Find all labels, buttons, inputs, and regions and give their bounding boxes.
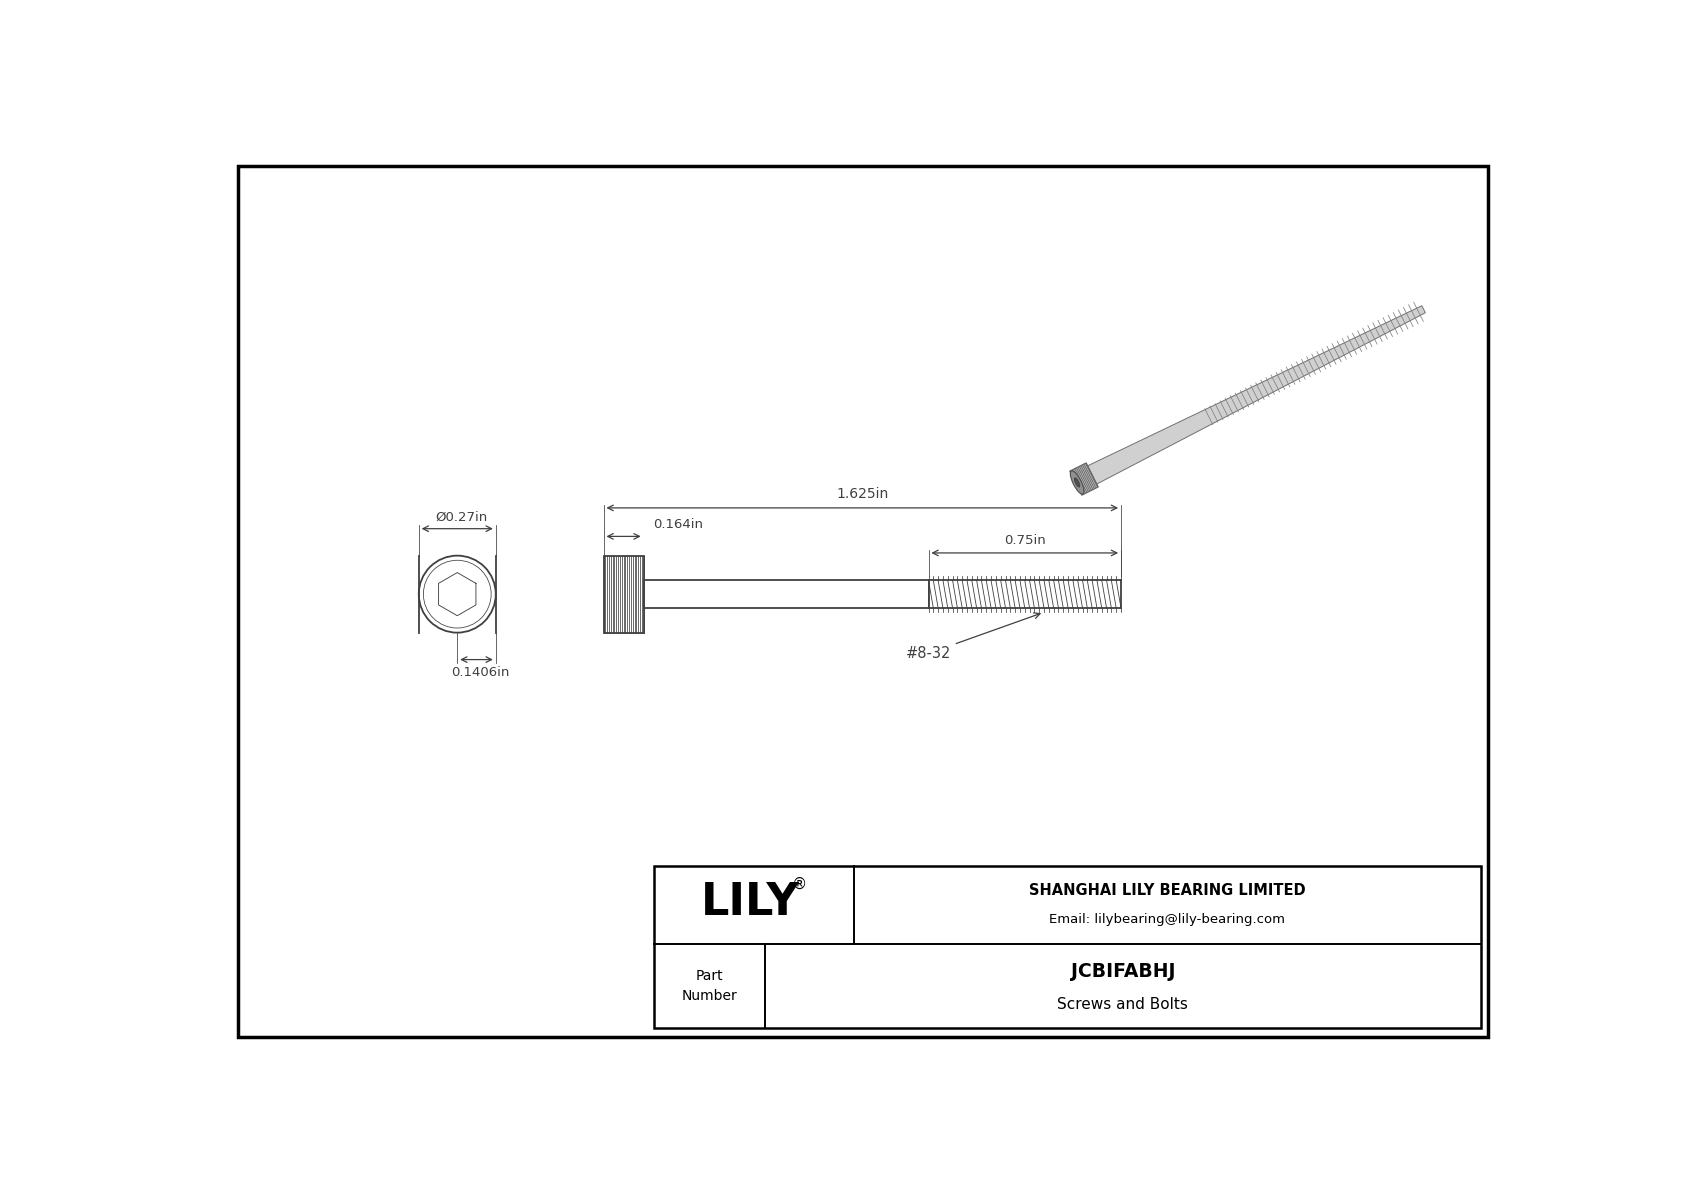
Bar [653,866,1480,1028]
Text: 0.1406in: 0.1406in [451,666,510,679]
Ellipse shape [1071,470,1084,494]
Text: SHANGHAI LILY BEARING LIMITED: SHANGHAI LILY BEARING LIMITED [1029,883,1305,898]
Text: Ø0.27in: Ø0.27in [434,510,487,523]
Bar [603,556,643,632]
Text: Email: lilybearing@lily-bearing.com: Email: lilybearing@lily-bearing.com [1049,912,1285,925]
Text: JCBIFABHJ: JCBIFABHJ [1071,962,1175,981]
Text: ®: ® [791,877,807,892]
Text: LILY: LILY [701,881,800,924]
Polygon shape [1069,463,1098,495]
Text: Screws and Bolts: Screws and Bolts [1058,997,1189,1012]
Bar [928,580,1122,607]
Text: #8-32: #8-32 [906,613,1041,661]
Polygon shape [1073,306,1425,492]
Bar [643,580,928,607]
Text: 0.164in: 0.164in [653,518,702,531]
Ellipse shape [1074,478,1079,487]
Text: 0.75in: 0.75in [1004,534,1046,547]
Text: Part
Number: Part Number [682,969,738,1003]
Text: 1.625in: 1.625in [837,487,889,501]
